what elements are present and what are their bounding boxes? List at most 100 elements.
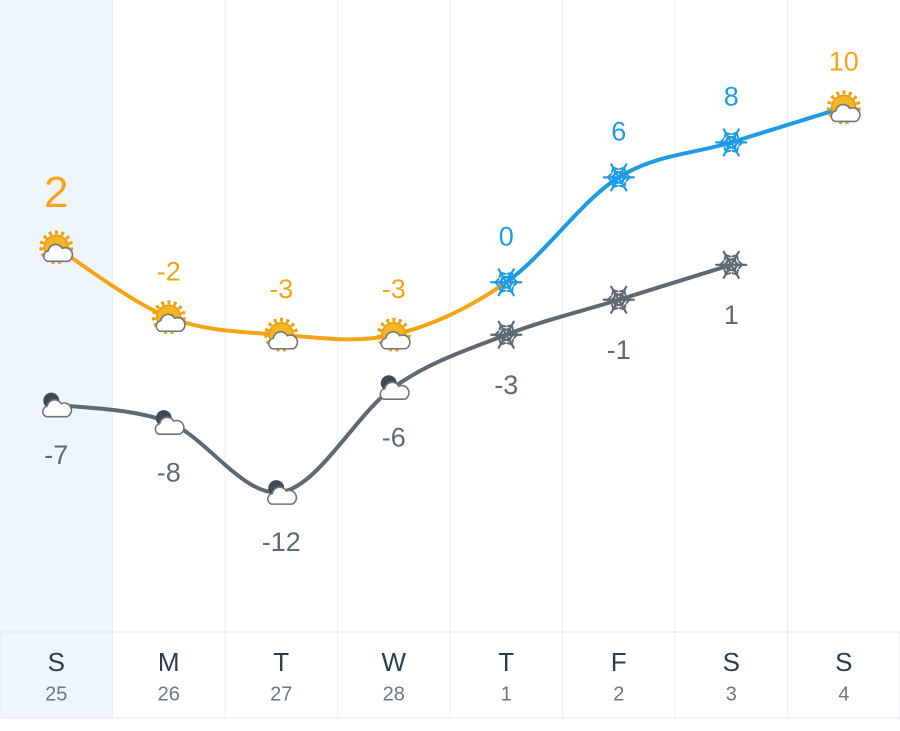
date-label: 28 xyxy=(383,683,405,705)
sun-rays xyxy=(264,317,299,352)
flake-branch xyxy=(510,271,514,279)
sun-icon xyxy=(151,300,186,335)
flake-branch xyxy=(621,292,625,300)
flake-branch xyxy=(498,286,502,293)
highlight-column xyxy=(0,0,113,718)
weekday-label: T xyxy=(498,647,514,677)
snow-icon xyxy=(490,268,523,297)
snow-icon xyxy=(602,285,635,314)
flake-branch xyxy=(731,149,738,153)
flake-branch xyxy=(513,333,519,339)
flake-branch xyxy=(606,295,612,301)
flake-branch xyxy=(733,135,737,142)
flake-branch xyxy=(738,141,744,147)
temperature-label: 8 xyxy=(724,82,739,112)
temperature-label: -3 xyxy=(494,370,518,400)
sun-rays xyxy=(826,90,861,125)
flake-branch xyxy=(623,166,627,174)
weekday-label: W xyxy=(381,647,406,677)
line-segment xyxy=(616,140,734,180)
sun-rays xyxy=(151,300,186,335)
weekday-label: F xyxy=(611,647,627,677)
date-label: 25 xyxy=(45,683,67,705)
flake-branch xyxy=(733,257,737,265)
snow-icon xyxy=(715,128,748,157)
cloud-icon xyxy=(379,375,410,400)
flake-branch xyxy=(510,324,514,331)
sun-rays xyxy=(376,317,411,352)
date-label: 27 xyxy=(270,683,292,705)
flake-branch xyxy=(731,272,738,276)
flake-branch xyxy=(621,170,625,177)
cloud-icon xyxy=(154,410,185,435)
temperature-label: -12 xyxy=(262,527,301,557)
flake-branch xyxy=(611,181,615,188)
weekday-label: S xyxy=(48,647,65,677)
date-label: 3 xyxy=(726,683,737,705)
temperature-label: 2 xyxy=(44,168,68,217)
temperature-label: -7 xyxy=(44,440,68,470)
cloud xyxy=(154,416,185,435)
flake-branch xyxy=(719,260,725,266)
temperature-label: 0 xyxy=(499,221,514,251)
flake-branch xyxy=(723,268,727,276)
date-label: 26 xyxy=(158,683,180,705)
cloud xyxy=(43,243,74,263)
cloud xyxy=(379,381,410,400)
temperature-label: -3 xyxy=(382,274,406,304)
flake-branch xyxy=(623,289,627,296)
temperature-label: 6 xyxy=(611,116,626,146)
temperature-label: -3 xyxy=(269,274,293,304)
cloud xyxy=(42,398,73,418)
snow-icon xyxy=(602,163,635,192)
flake-branch xyxy=(499,271,507,275)
temperature-label: -6 xyxy=(382,422,406,452)
date-label: 1 xyxy=(501,683,512,705)
flake-branch xyxy=(618,307,626,311)
snow-icon xyxy=(715,250,748,279)
flake-branch xyxy=(735,131,739,139)
cloud xyxy=(155,313,186,333)
weekday-label: T xyxy=(273,647,289,677)
flake-branch xyxy=(738,263,744,269)
weekday-label: S xyxy=(723,647,740,677)
flake-branch xyxy=(719,138,725,144)
sun-icon xyxy=(376,317,411,352)
temperature-label: -2 xyxy=(157,256,181,286)
flake-branch xyxy=(606,173,612,179)
weekday-label: S xyxy=(835,647,852,677)
flake-branch xyxy=(625,298,631,304)
date-label: 4 xyxy=(838,683,849,705)
flake-branch xyxy=(494,330,500,336)
flake-branch xyxy=(625,176,631,182)
cloud xyxy=(268,331,299,350)
flake-branch xyxy=(618,184,626,188)
line-segment xyxy=(504,175,621,285)
cloud xyxy=(267,486,298,505)
flake-branch xyxy=(611,303,615,311)
weekday-label: M xyxy=(158,647,180,677)
cloud xyxy=(380,331,411,350)
temperature-label: -1 xyxy=(607,335,631,365)
flake-branch xyxy=(513,281,519,287)
flake-branch xyxy=(724,131,732,136)
flake-branch xyxy=(735,254,739,261)
flake-branch xyxy=(723,146,727,153)
flake-branch xyxy=(494,278,500,284)
flake-branch xyxy=(508,275,512,282)
flake-branch xyxy=(612,166,619,171)
flake-branch xyxy=(506,289,513,293)
cloud-icon xyxy=(42,392,73,418)
flake-branch xyxy=(508,327,512,335)
temperature-label: 10 xyxy=(829,47,859,77)
sun-icon xyxy=(39,230,74,265)
sun-rays xyxy=(39,230,74,265)
cloud xyxy=(830,103,861,123)
date-label: 2 xyxy=(613,683,624,705)
flake-branch xyxy=(506,342,513,346)
flake-branch xyxy=(499,324,507,328)
sun-icon xyxy=(826,90,861,125)
sun-icon xyxy=(264,317,299,352)
cloud-icon xyxy=(267,480,298,505)
